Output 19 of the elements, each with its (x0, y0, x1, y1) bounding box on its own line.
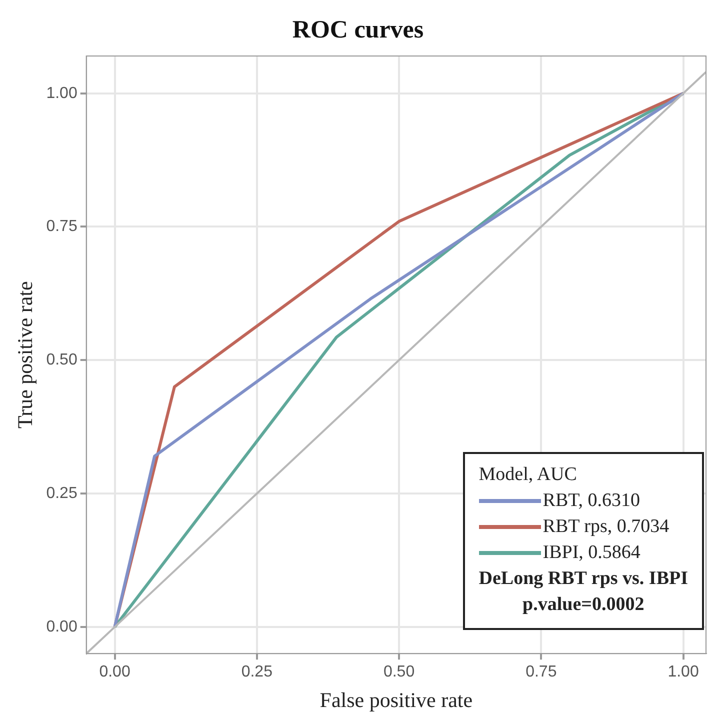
legend-label: RBT rps, 0.7034 (542, 515, 670, 539)
annotation: p.value=0.0002 (522, 593, 646, 617)
x-axis-title: False positive rate (320, 688, 473, 712)
x-tick-label: 0.75 (526, 664, 557, 681)
legend-title: Model, AUC (478, 463, 578, 487)
y-axis-title: True positive rate (13, 281, 38, 428)
y-tick-label: 0.00 (46, 618, 78, 636)
x-tick-label: 1.00 (668, 664, 699, 681)
x-tick-label: 0.25 (241, 664, 273, 681)
x-tick-label: 0.00 (99, 664, 130, 681)
y-tick-label: 0.25 (46, 484, 78, 502)
y-tick-label: 1.00 (46, 84, 78, 102)
legend-label: RBT, 0.6310 (542, 489, 640, 513)
chart-title: ROC curves (292, 16, 424, 44)
legend-label: IBPI, 0.5864 (542, 541, 640, 565)
y-tick-label: 0.50 (46, 352, 78, 369)
y-tick-label: 0.75 (46, 218, 78, 236)
x-tick-label: 0.50 (383, 664, 415, 681)
annotation: DeLong RBT rps vs. IBPI (478, 567, 688, 591)
